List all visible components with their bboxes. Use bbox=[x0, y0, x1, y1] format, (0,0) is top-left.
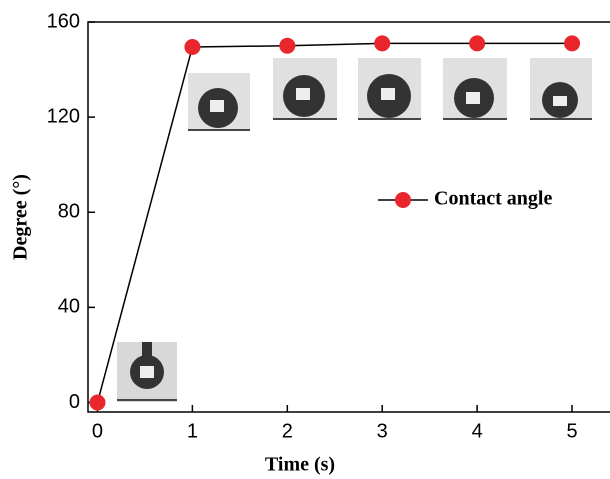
y-axis-label: Degree (°) bbox=[10, 174, 32, 260]
droplet-insets bbox=[117, 58, 592, 402]
y-tick-label: 0 bbox=[69, 391, 80, 413]
droplet-image bbox=[117, 342, 177, 402]
data-point bbox=[469, 35, 486, 52]
legend-label: Contact angle bbox=[434, 188, 552, 210]
plot-frame bbox=[87, 21, 610, 413]
data-point bbox=[564, 35, 581, 52]
y-tick-label: 120 bbox=[47, 105, 80, 127]
droplet-image bbox=[358, 58, 421, 120]
droplet-image bbox=[273, 58, 337, 120]
x-tick-label: 0 bbox=[92, 420, 103, 442]
y-tick-label: 80 bbox=[58, 201, 80, 223]
droplet-image bbox=[188, 73, 250, 131]
y-tick-label: 160 bbox=[47, 10, 80, 32]
data-point bbox=[374, 35, 391, 52]
x-axis-label: Time (s) bbox=[265, 454, 335, 476]
droplet-image bbox=[530, 58, 592, 120]
series-line bbox=[96, 42, 573, 403]
x-tick-label: 4 bbox=[472, 420, 483, 442]
data-point bbox=[89, 394, 106, 411]
x-tick-label: 2 bbox=[282, 420, 293, 442]
x-tick-label: 5 bbox=[566, 420, 577, 442]
legend-marker bbox=[395, 192, 411, 208]
x-tick-label: 3 bbox=[377, 420, 388, 442]
data-point bbox=[184, 38, 201, 55]
y-tick-label: 40 bbox=[58, 296, 80, 318]
data-point bbox=[279, 37, 296, 54]
x-tick-label: 1 bbox=[187, 420, 198, 442]
droplet-image bbox=[443, 58, 507, 120]
